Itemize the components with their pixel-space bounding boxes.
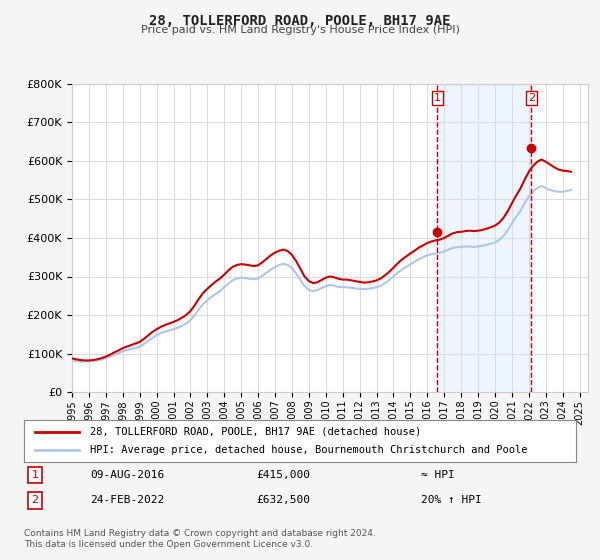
Text: Price paid vs. HM Land Registry's House Price Index (HPI): Price paid vs. HM Land Registry's House …	[140, 25, 460, 35]
Text: ≈ HPI: ≈ HPI	[421, 470, 455, 480]
Text: 24-FEB-2022: 24-FEB-2022	[90, 496, 164, 505]
Text: Contains HM Land Registry data © Crown copyright and database right 2024.
This d: Contains HM Land Registry data © Crown c…	[24, 529, 376, 549]
Text: 1: 1	[434, 93, 441, 103]
Text: 2: 2	[31, 496, 38, 505]
Text: 09-AUG-2016: 09-AUG-2016	[90, 470, 164, 480]
Text: £415,000: £415,000	[256, 470, 310, 480]
Text: 28, TOLLERFORD ROAD, POOLE, BH17 9AE (detached house): 28, TOLLERFORD ROAD, POOLE, BH17 9AE (de…	[90, 427, 421, 437]
Text: 2: 2	[528, 93, 535, 103]
Text: 28, TOLLERFORD ROAD, POOLE, BH17 9AE: 28, TOLLERFORD ROAD, POOLE, BH17 9AE	[149, 14, 451, 28]
Text: HPI: Average price, detached house, Bournemouth Christchurch and Poole: HPI: Average price, detached house, Bour…	[90, 445, 528, 455]
Text: £632,500: £632,500	[256, 496, 310, 505]
Text: 20% ↑ HPI: 20% ↑ HPI	[421, 496, 482, 505]
Text: 1: 1	[32, 470, 38, 480]
Bar	[437, 84, 532, 392]
